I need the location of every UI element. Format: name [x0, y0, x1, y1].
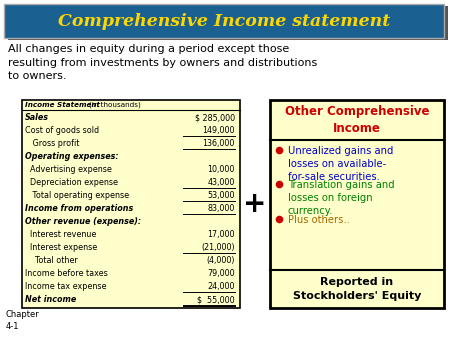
Text: 79,000: 79,000 [207, 269, 235, 278]
Text: Income Statement: Income Statement [25, 102, 100, 108]
Text: 24,000: 24,000 [207, 282, 235, 291]
Text: 149,000: 149,000 [202, 126, 235, 135]
Text: Interest revenue: Interest revenue [25, 230, 96, 239]
Text: Translation gains and
losses on foreign
currency.: Translation gains and losses on foreign … [288, 180, 395, 216]
Text: Advertising expense: Advertising expense [25, 165, 112, 174]
Text: 83,000: 83,000 [207, 204, 235, 213]
Text: (21,000): (21,000) [202, 243, 235, 252]
Text: 17,000: 17,000 [207, 230, 235, 239]
Text: 136,000: 136,000 [202, 139, 235, 148]
Text: Income tax expense: Income tax expense [25, 282, 107, 291]
Text: Cost of goods sold: Cost of goods sold [25, 126, 99, 135]
Text: Other revenue (expense):: Other revenue (expense): [25, 217, 141, 226]
Text: Plus others..: Plus others.. [288, 215, 350, 225]
Text: Income before taxes: Income before taxes [25, 269, 108, 278]
Text: Income from operations: Income from operations [25, 204, 133, 213]
Text: Gross profit: Gross profit [25, 139, 79, 148]
Text: 10,000: 10,000 [207, 165, 235, 174]
Bar [22, 100, 240, 308]
Text: +: + [243, 190, 267, 218]
Text: $ 285,000: $ 285,000 [195, 113, 235, 122]
Text: Unrealized gains and
losses on available-
for-sale securities.: Unrealized gains and losses on available… [288, 146, 393, 182]
Text: Total other: Total other [25, 256, 78, 265]
Text: (4,000): (4,000) [207, 256, 235, 265]
Text: Total operating expense: Total operating expense [25, 191, 129, 200]
Text: 43,000: 43,000 [207, 178, 235, 187]
Text: Reported in
Stockholders' Equity: Reported in Stockholders' Equity [293, 277, 421, 300]
Bar [270, 100, 444, 308]
Text: (in thousands): (in thousands) [89, 102, 141, 108]
Text: Chapter
4-1: Chapter 4-1 [6, 310, 40, 331]
Text: All changes in equity during a period except those
resulting from investments by: All changes in equity during a period ex… [8, 44, 317, 81]
Text: Depreciation expense: Depreciation expense [25, 178, 118, 187]
Text: Sales: Sales [25, 113, 49, 122]
Text: Operating expenses:: Operating expenses: [25, 152, 119, 161]
Text: $  55,000: $ 55,000 [198, 295, 235, 304]
Text: Comprehensive Income statement: Comprehensive Income statement [58, 13, 390, 29]
Text: Interest expense: Interest expense [25, 243, 97, 252]
Text: 53,000: 53,000 [207, 191, 235, 200]
Bar [4, 4, 444, 38]
Bar [8, 6, 448, 40]
Text: Other Comprehensive
Income: Other Comprehensive Income [285, 105, 429, 135]
Text: Net income: Net income [25, 295, 76, 304]
